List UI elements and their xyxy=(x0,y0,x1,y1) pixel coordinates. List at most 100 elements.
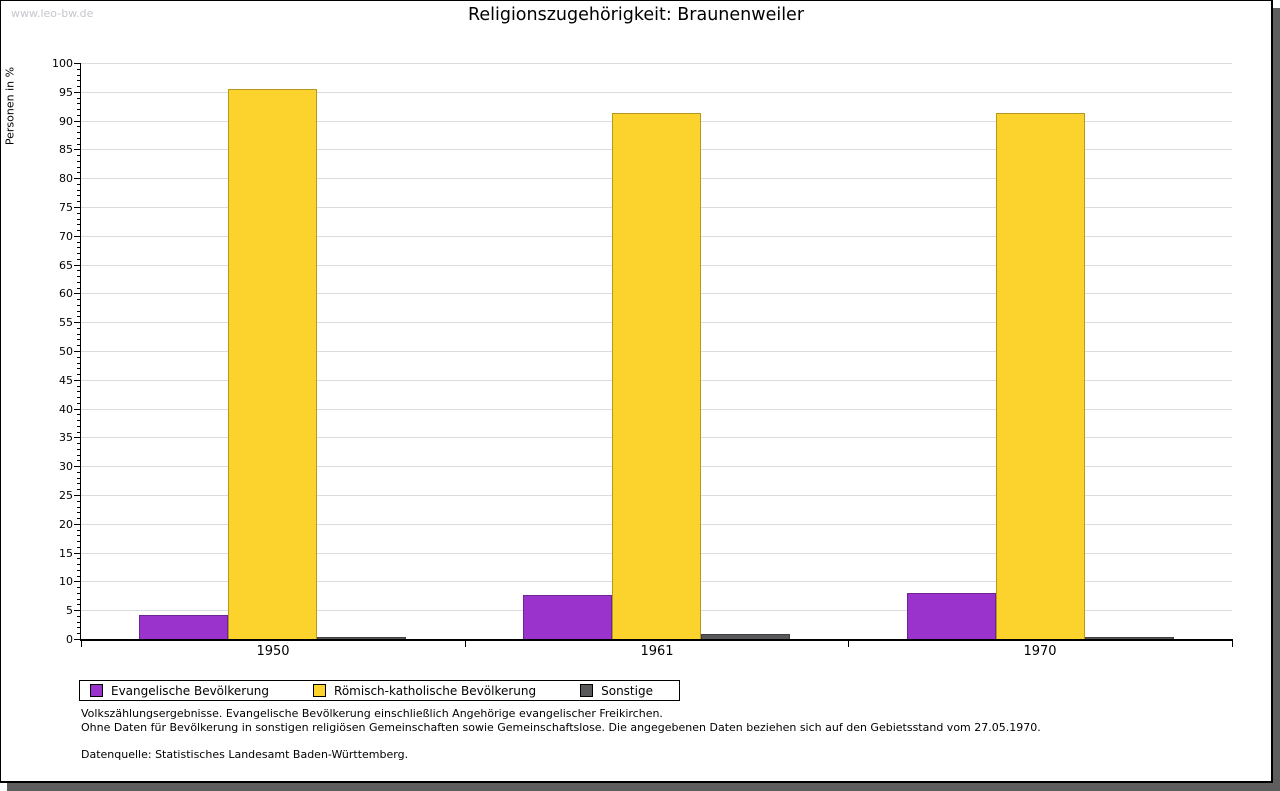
y-tick xyxy=(77,587,81,588)
y-tick xyxy=(74,581,81,582)
chart-title: Religionszugehörigkeit: Braunenweiler xyxy=(467,5,805,25)
y-tick xyxy=(74,639,81,640)
y-tick xyxy=(77,334,81,335)
y-tick xyxy=(77,403,81,404)
y-tick xyxy=(77,259,81,260)
y-tick xyxy=(77,489,81,490)
y-tick xyxy=(74,121,81,122)
y-tick xyxy=(77,443,81,444)
y-tick xyxy=(77,627,81,628)
y-tick xyxy=(77,75,81,76)
y-tick xyxy=(77,155,81,156)
y-tick xyxy=(77,161,81,162)
y-tick xyxy=(77,472,81,473)
y-tick-label: 80 xyxy=(59,172,73,185)
y-tick xyxy=(77,460,81,461)
y-tick xyxy=(77,201,81,202)
bar-chart-plot: 0 5 10 15 20 25 30 35 40 45 50 55 60 65 70 75 80 85 90 95 10… xyxy=(1,1,1271,781)
y-tick-label: 35 xyxy=(59,431,73,444)
y-tick xyxy=(74,437,81,438)
y-tick-label: 30 xyxy=(59,460,73,473)
y-tick-label: 50 xyxy=(59,345,73,358)
y-tick xyxy=(74,610,81,611)
y-tick xyxy=(77,213,81,214)
y-tick xyxy=(77,219,81,220)
y-tick xyxy=(77,558,81,559)
y-tick xyxy=(77,507,81,508)
y-tick xyxy=(77,397,81,398)
x-tick xyxy=(1232,641,1233,647)
data-source: Datenquelle: Statistisches Landesamt Bad… xyxy=(81,748,409,761)
y-tick xyxy=(77,599,81,600)
category-label: 1970 xyxy=(1023,644,1057,659)
y-tick-label: 65 xyxy=(59,259,73,272)
y-tick xyxy=(77,483,81,484)
y-tick xyxy=(77,391,81,392)
legend-swatch xyxy=(313,684,327,697)
y-tick xyxy=(77,478,81,479)
legend-item: Sonstige xyxy=(580,684,653,698)
legend-swatch xyxy=(90,684,103,697)
bar-1961-1 xyxy=(523,595,612,639)
footnote-line-2: Ohne Daten für Bevölkerung in sonstigen … xyxy=(81,721,1041,734)
y-tick xyxy=(77,190,81,191)
y-tick xyxy=(77,374,81,375)
y-tick-label: 10 xyxy=(59,575,73,588)
y-tick xyxy=(77,242,81,243)
y-tick xyxy=(77,115,81,116)
y-tick-label: 70 xyxy=(59,230,73,243)
y-tick xyxy=(77,288,81,289)
y-tick-label: 15 xyxy=(59,547,73,560)
y-tick xyxy=(74,380,81,381)
y-tick xyxy=(77,368,81,369)
y-tick xyxy=(77,126,81,127)
y-tick xyxy=(77,138,81,139)
y-tick xyxy=(77,535,81,536)
y-tick xyxy=(77,98,81,99)
y-tick xyxy=(77,195,81,196)
bar-1970-3 xyxy=(1085,637,1174,639)
y-tick-label: 5 xyxy=(66,604,73,617)
bar-1970-1 xyxy=(907,593,996,639)
y-tick xyxy=(74,495,81,496)
watermark: www.leo-bw.de xyxy=(11,7,94,20)
bar-1950-3 xyxy=(317,637,406,639)
legend-swatch xyxy=(580,684,594,697)
y-tick xyxy=(77,172,81,173)
bar-1961-2 xyxy=(612,113,701,639)
y-tick xyxy=(74,322,81,323)
y-tick-label: 75 xyxy=(59,201,73,214)
y-tick xyxy=(74,351,81,352)
legend-item: Evangelische Bevölkerung xyxy=(90,684,269,698)
y-tick xyxy=(74,293,81,294)
y-tick xyxy=(74,265,81,266)
y-tick-label: 85 xyxy=(59,143,73,156)
y-tick xyxy=(77,547,81,548)
y-tick xyxy=(77,86,81,87)
y-tick xyxy=(77,501,81,502)
legend-item: Römisch-katholische Bevölkerung xyxy=(313,684,536,698)
y-axis xyxy=(80,63,81,640)
gridline xyxy=(81,92,1232,93)
y-tick xyxy=(77,622,81,623)
legend-label: Römisch-katholische Bevölkerung xyxy=(334,683,537,698)
y-tick xyxy=(74,553,81,554)
y-tick xyxy=(77,633,81,634)
y-tick xyxy=(77,357,81,358)
y-tick-label: 20 xyxy=(59,518,73,531)
y-tick xyxy=(77,299,81,300)
y-tick xyxy=(77,512,81,513)
y-tick xyxy=(77,144,81,145)
y-tick xyxy=(77,224,81,225)
y-tick-label: 40 xyxy=(59,403,73,416)
y-tick-label: 100 xyxy=(52,57,73,70)
y-tick xyxy=(74,149,81,150)
bar-1950-2 xyxy=(228,89,317,639)
legend-label: Evangelische Bevölkerung xyxy=(111,683,270,698)
y-tick xyxy=(77,593,81,594)
y-tick-label: 25 xyxy=(59,489,73,502)
y-tick xyxy=(77,564,81,565)
x-tick xyxy=(465,641,466,647)
footnote-line-1: Volkszählungsergebnisse. Evangelische Be… xyxy=(81,707,663,720)
